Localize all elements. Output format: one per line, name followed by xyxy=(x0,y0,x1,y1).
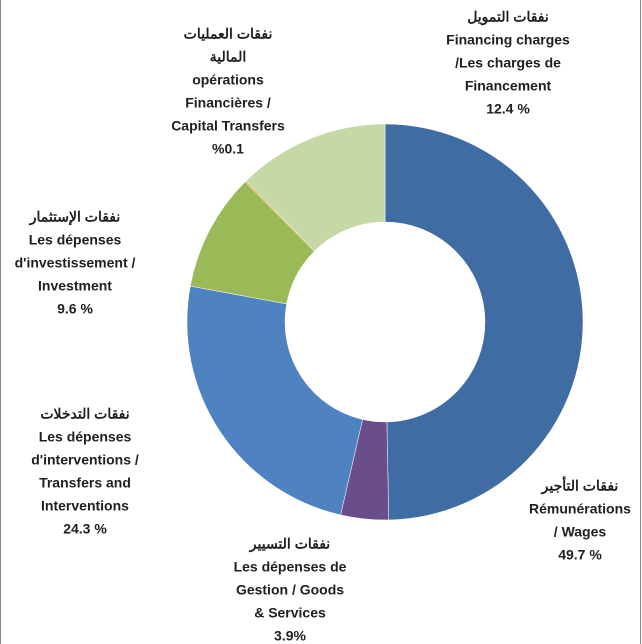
category-label: المالية xyxy=(210,49,247,65)
category-label: نفقات العمليات xyxy=(184,26,273,42)
category-label: d'investissement / xyxy=(15,255,136,271)
category-label: opérations xyxy=(192,72,264,88)
category-label: / Wages xyxy=(554,524,607,540)
category-label: Interventions xyxy=(41,498,129,514)
category-label: d'interventions / xyxy=(31,452,139,468)
category-label: نفقات التسيير xyxy=(249,536,330,553)
category-label: & Services xyxy=(254,605,326,621)
category-label: نفقات التدخلات xyxy=(40,406,129,422)
value-label: 9.6 % xyxy=(57,301,93,317)
donut-segment xyxy=(384,123,584,521)
value-label: %0.1 xyxy=(212,141,244,157)
category-label: Financières / xyxy=(185,95,271,111)
category-label: نفقات الإستثمار xyxy=(29,209,121,227)
category-label: Gestion / Goods xyxy=(236,582,344,598)
category-label: Les dépenses de xyxy=(234,559,347,575)
value-label: 24.3 % xyxy=(63,521,107,537)
donut-segment xyxy=(186,285,363,516)
category-label: Investment xyxy=(38,278,112,294)
category-label: نفقات التأجير xyxy=(541,476,619,495)
category-label: Les dépenses xyxy=(39,429,132,445)
category-label: Financing charges xyxy=(446,32,570,48)
category-label: Capital Transfers xyxy=(171,118,285,134)
value-label: 3.9% xyxy=(274,628,306,644)
category-label: /Les charges de xyxy=(455,55,561,71)
category-label: Transfers and xyxy=(39,475,131,491)
value-label: 12.4 % xyxy=(486,101,530,117)
donut-segment xyxy=(245,123,386,252)
value-label: 49.7 % xyxy=(558,547,602,563)
category-label: Les dépenses xyxy=(29,232,122,248)
category-label: Rémunérations xyxy=(529,501,631,517)
category-label: نفقات التمويل xyxy=(467,9,549,26)
category-label: Financement xyxy=(465,78,552,94)
